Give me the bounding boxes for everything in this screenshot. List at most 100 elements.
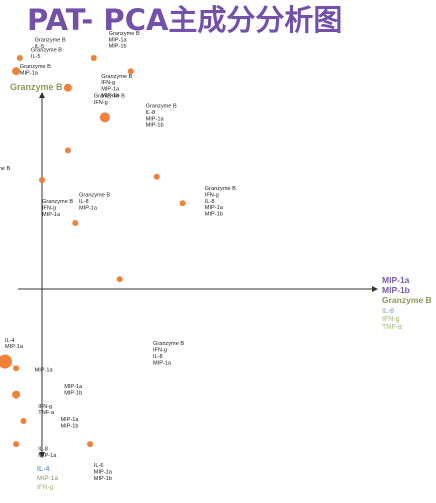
axis-down-label: IL-4 bbox=[37, 466, 50, 473]
data-point bbox=[90, 55, 97, 61]
axis-up-label: Granzyme B bbox=[10, 82, 63, 92]
point-label: Granzyme B IFN-g IL-8 MIP-1a bbox=[153, 341, 184, 366]
axis-right-label: IL-8 bbox=[382, 308, 394, 315]
point-label-line: Granzyme B bbox=[0, 166, 10, 172]
axis-down-label: IFN-g bbox=[37, 484, 54, 491]
point-label-line: MIP-1b bbox=[101, 93, 119, 99]
point-label-line: MIP-1a bbox=[153, 360, 172, 366]
data-point bbox=[12, 390, 21, 399]
point-label-line: IL-4 bbox=[5, 338, 15, 344]
point-label-line: Granzyme B bbox=[35, 38, 66, 44]
point-label: MIP-1a MIP-1b bbox=[64, 384, 83, 396]
point-label: IL-8 MIP-1a bbox=[38, 447, 57, 459]
point-label: Granzyme B IL-5 bbox=[31, 47, 62, 59]
axis-right-label: IFN-g bbox=[382, 316, 400, 323]
data-point bbox=[116, 276, 123, 283]
point-label: Granzyme B IL-8 MIP-1a MIP-1b bbox=[146, 104, 177, 129]
point-label-line: IL-8 bbox=[146, 110, 156, 116]
axis-right-label: MIP-1b bbox=[382, 285, 410, 295]
page-title: PAT- PCA主成分分析图 bbox=[27, 3, 343, 37]
y-axis-arrow bbox=[39, 92, 45, 98]
y-axis-down-arrow bbox=[39, 452, 45, 458]
point-label-line: IFN-g bbox=[205, 192, 219, 198]
chart-axes bbox=[18, 92, 378, 458]
point-label: IL-6 MIP-1a MIP-1b bbox=[94, 463, 113, 482]
point-label-line: MIP-1a bbox=[61, 417, 80, 423]
point-label-line: IL-5 bbox=[31, 54, 41, 60]
point-label-line: Granzyme B bbox=[79, 193, 110, 199]
point-label: Granzyme B IFN-g MIP-1a bbox=[42, 199, 73, 218]
data-point bbox=[16, 55, 23, 61]
axis-down-label: MIP-1a bbox=[37, 475, 58, 482]
point-label-line: MIP-1b bbox=[146, 123, 164, 129]
point-label-line: IFN-g bbox=[153, 348, 167, 354]
point-label: Granzyme B IL-8 MIP-1a bbox=[79, 193, 110, 212]
point-label-line: MIP-1a bbox=[79, 205, 98, 211]
data-point bbox=[63, 83, 72, 92]
point-label-line: Granzyme B bbox=[146, 104, 177, 110]
point-label: Granzyme B MIP-1a bbox=[20, 64, 51, 76]
point-label-line: MIP-1b bbox=[205, 212, 223, 218]
point-label: Granzyme B IFN-g IL-8 MIP-1a MIP-1b bbox=[205, 186, 236, 218]
data-point bbox=[72, 220, 79, 226]
point-label: Granzyme B IFN-g MIP-1a MIP-1b bbox=[101, 74, 132, 99]
point-label-line: MIP-1a bbox=[94, 470, 113, 476]
point-label-line: MIP-1a bbox=[109, 37, 128, 43]
data-point bbox=[0, 354, 12, 369]
point-label-line: Granzyme B bbox=[101, 74, 132, 80]
x-axis-arrow bbox=[372, 286, 378, 292]
point-label-line: IL-8 bbox=[38, 447, 48, 453]
point-label-line: MIP-1a bbox=[205, 205, 224, 211]
point-label-line: MIP-1a bbox=[38, 453, 57, 459]
data-point bbox=[20, 418, 27, 424]
point-label: Granzyme B IL-5 bbox=[35, 38, 66, 50]
data-point bbox=[39, 177, 45, 184]
point-label-line: Granzyme B bbox=[94, 94, 125, 100]
point-label-line: Granzyme B bbox=[42, 199, 73, 205]
data-point bbox=[13, 365, 20, 372]
point-label-line: MIP-1a bbox=[42, 212, 61, 218]
point-label-line: IL-8 bbox=[79, 199, 89, 205]
axis-right-label: TNF-a bbox=[382, 324, 402, 331]
point-label-line: Granzyme B bbox=[109, 31, 140, 37]
data-point bbox=[13, 441, 20, 448]
chart-marks bbox=[0, 55, 186, 448]
point-label-line: IFN-g bbox=[101, 80, 115, 86]
point-label: MIP-1a bbox=[35, 368, 54, 374]
point-label: IL-4 MIP-1a bbox=[5, 338, 24, 350]
point-label-line: MIP-1a bbox=[101, 87, 120, 93]
point-label-line: Granzyme B bbox=[20, 64, 51, 70]
point-label: Granzyme B MIP-1a MIP-1b bbox=[109, 31, 140, 50]
data-point bbox=[99, 112, 110, 123]
data-point bbox=[179, 200, 186, 207]
point-label: MIP-1a MIP-1b bbox=[61, 417, 80, 429]
point-label-line: IFN-g bbox=[38, 404, 52, 410]
point-label: Granzyme BIL-8 bbox=[0, 166, 10, 178]
point-label-line: IL-8 bbox=[153, 354, 163, 360]
axis-right-label: MIP-1a bbox=[382, 275, 410, 285]
point-label-line: IFN-g bbox=[42, 206, 56, 212]
point-label-line: Granzyme B bbox=[205, 186, 236, 192]
point-label-line: IL-6 bbox=[94, 463, 104, 469]
point-label-line: MIP-1b bbox=[61, 423, 79, 429]
data-point bbox=[64, 147, 71, 154]
point-label-line: IL-5 bbox=[35, 44, 45, 50]
data-point bbox=[153, 173, 160, 180]
point-label: Granzyme B IFN-g bbox=[94, 94, 125, 106]
point-label-line: IFN-g bbox=[94, 100, 108, 106]
point-label-line: MIP-1b bbox=[109, 44, 127, 50]
point-label-line: MIP-1a bbox=[5, 344, 24, 350]
data-point bbox=[87, 441, 94, 448]
point-label-line: MIP-1a bbox=[64, 384, 83, 390]
data-point bbox=[127, 68, 134, 75]
point-label-line: IL-8 bbox=[205, 199, 215, 205]
axis-right-label: Granzyme B bbox=[382, 295, 432, 305]
point-label-line: MIP-1b bbox=[64, 390, 82, 396]
point-label-line: MIP-1a bbox=[146, 116, 165, 122]
point-label: IFN-g TNF-a bbox=[38, 404, 55, 416]
data-point bbox=[12, 67, 21, 76]
point-label-line: MIP-1a bbox=[20, 70, 39, 76]
